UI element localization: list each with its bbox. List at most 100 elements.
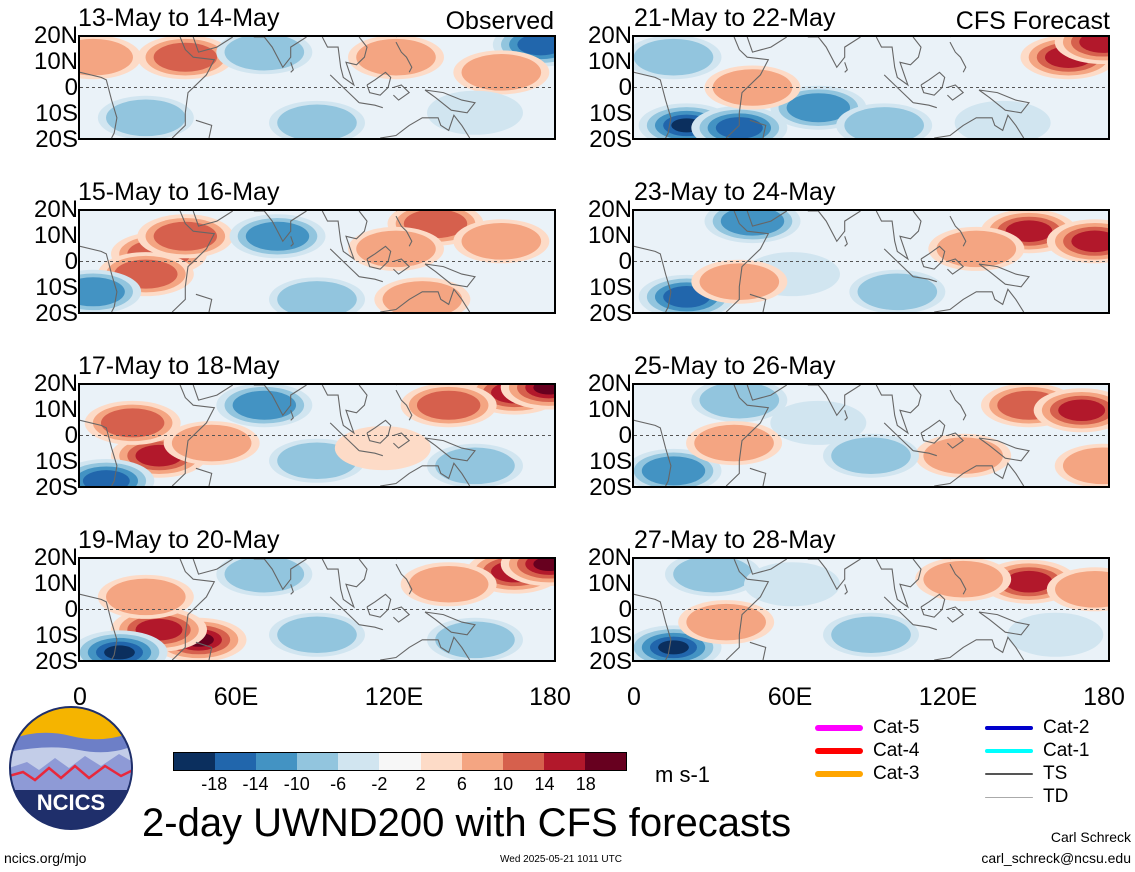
wind-anomaly-contour [80,38,133,76]
coastline [195,467,213,486]
lat-tick-r-0-3: 10S [589,100,632,127]
coastline [920,245,946,270]
wind-anomaly-contour [923,437,1003,474]
legend-label: TD [1043,786,1069,807]
coastline [192,37,233,53]
footer-email: carl_schreck@ncsu.edu [981,850,1131,866]
coastline [947,84,965,101]
colorbar-label: -14 [242,774,269,794]
wind-anomaly-contour [770,400,867,445]
coastline [80,71,118,138]
coastline [192,211,233,227]
legend-item-cat-1: Cat-1 [985,740,1089,762]
legend-swatch [985,726,1033,730]
wind-anomaly-contour [277,281,357,312]
colorbar-label: 2 [415,774,426,794]
lat-tick-l-3-1: 10N [33,570,78,597]
footer-site: ncics.org/mjo [4,850,87,866]
wind-anomaly-contour [224,559,305,593]
lat-tick-r-2-1: 10N [587,396,632,423]
coastline [978,89,1030,114]
panel-title-5: 17-May to 18-May [78,352,280,380]
panel-title-7: 19-May to 20-May [78,526,280,554]
colorbar-swatch [338,753,380,770]
coastline [844,236,848,247]
coastline [290,410,294,421]
wind-anomaly-contour [686,603,766,641]
panel-title-2: 21-May to 22-May [634,4,836,32]
coastline [380,462,471,486]
colorbar-label: 6 [456,774,467,794]
lat-tick-r-3-2: 0 [618,596,632,623]
chart-title: 2-day UWND200 with CFS forecasts [142,801,792,845]
lat-tick-l-2-0: 20N [33,370,78,397]
wind-anomaly-contour [277,104,357,138]
legend-label: Cat-1 [1043,740,1090,761]
colorbar-label: -18 [201,774,228,794]
wind-anomaly-contour [1058,399,1106,422]
legend-swatch [985,749,1033,753]
lat-tick-l-0-4: 20S [35,126,78,153]
wind-anomaly-contour [461,54,542,91]
coastline [746,559,787,575]
coastline [393,84,411,101]
wind-anomaly-contour [715,117,763,138]
coastline [321,37,368,87]
wind-anomaly-contour [1007,612,1104,657]
map-panel-2 [632,35,1110,140]
units-label: m s-1 [655,762,710,787]
wind-anomaly-contour [232,390,297,420]
lat-tick-l-1-1: 10N [33,222,78,249]
wind-anomaly-contour [245,221,310,251]
map-panel-4 [632,209,1110,314]
coastline [949,215,967,247]
map-panel-7 [78,557,556,662]
wind-anomaly-contour [641,456,706,486]
wind-anomaly-contour [699,385,780,419]
coastline [875,211,922,261]
legend-item-cat-4: Cat-4 [815,740,919,762]
panel-title-3: 15-May to 16-May [78,178,280,206]
coastline [393,432,411,449]
wind-anomaly-contour [356,230,436,268]
coastline [290,62,294,73]
wind-anomaly-contour [435,447,515,485]
coastline [807,211,861,243]
wind-anomaly-contour [857,273,938,311]
coastline [725,559,770,660]
lat-tick-l-0-1: 10N [33,48,78,75]
coastline [395,41,413,73]
coastline [844,62,848,73]
colorbar-label: 18 [575,774,596,794]
coastline [366,593,392,618]
map-panel-8 [632,557,1110,662]
wind-anomaly-contour [1079,37,1108,53]
lat-tick-l-1-0: 20N [33,196,78,223]
coastline [380,288,471,312]
colorbar-swatch [215,753,257,770]
lat-tick-r-1-4: 20S [589,300,632,327]
coastline [634,419,672,486]
coastline [366,71,392,96]
lat-tick-r-2-0: 20N [587,370,632,397]
coastline [844,584,848,595]
coastline [329,74,360,104]
map-panel-3 [78,209,556,314]
map-panel-6 [632,383,1110,488]
coastline [746,211,787,227]
coastline [80,419,118,486]
wind-anomaly-contour [408,565,489,603]
wind-anomaly-contour [936,230,1017,268]
coastline [321,385,368,435]
map-panel-1 [78,35,556,140]
coastline [329,422,360,452]
colorbar-swatch [379,753,421,770]
wind-anomaly-contour [673,559,753,593]
lat-tick-r-2-3: 10S [589,448,632,475]
lat-tick-l-3-0: 20N [33,544,78,571]
wind-anomaly-contour [533,559,554,572]
coastline [290,236,294,247]
wind-anomaly-contour [634,38,714,76]
colorbar-swatch [543,753,585,770]
wind-anomaly-contour [106,99,186,137]
